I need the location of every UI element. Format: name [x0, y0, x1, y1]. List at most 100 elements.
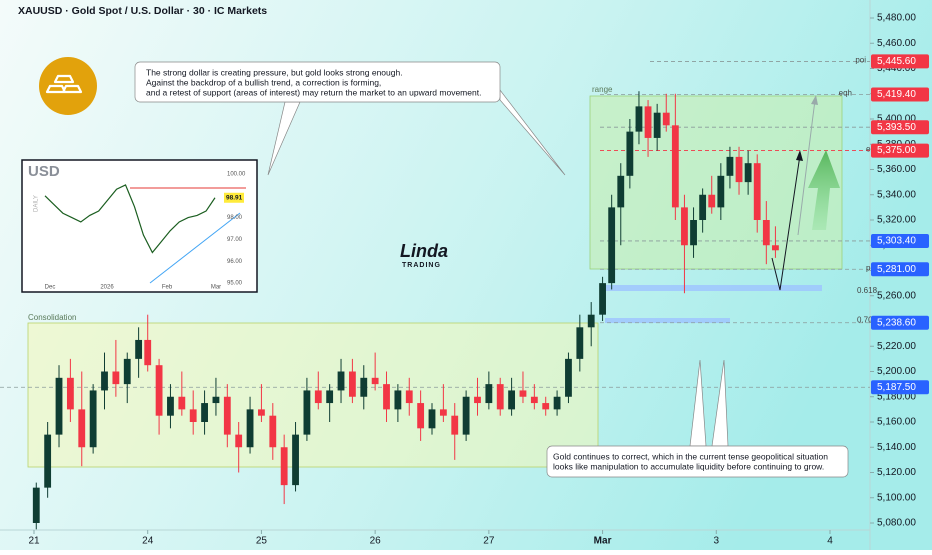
inset-last-box [224, 192, 244, 203]
candle-body [617, 175, 625, 208]
price-label: 5,238.60 [877, 317, 916, 328]
y-tick-label: 5,220.00 [877, 341, 916, 352]
zone-label: range [592, 85, 613, 94]
candle-body [360, 377, 368, 397]
poi-zone [605, 285, 822, 291]
y-tick-label: 5,400.00 [877, 114, 916, 125]
x-tick-label: 4 [827, 536, 833, 547]
bullish-arrow [808, 150, 840, 230]
price-label: 5,393.50 [877, 122, 916, 133]
candle-body [189, 409, 197, 422]
zone-label: Consolidation [28, 313, 76, 322]
gold-bars [45, 74, 83, 94]
candle-body [772, 245, 779, 251]
price-label-box [871, 380, 929, 395]
candle-body [744, 163, 752, 183]
y-tick-label: 5,340.00 [877, 189, 916, 200]
candle-body [671, 125, 679, 208]
candle-body [428, 409, 436, 429]
inset-y-label: 100.00 [227, 172, 246, 178]
candle-body [726, 156, 734, 176]
candle-body [662, 112, 670, 126]
candle-body [55, 377, 63, 435]
price-label-box [871, 233, 929, 248]
chart-title: XAUUSD · Gold Spot / U.S. Dollar · 30 · … [18, 5, 267, 17]
candle-body [135, 339, 143, 359]
price-label: 5,281.00 [877, 264, 916, 275]
price-label: 5,445.60 [877, 56, 916, 67]
price-label-box [871, 54, 929, 69]
inset-y-label: 98.00 [227, 215, 243, 221]
candle-body [32, 487, 40, 523]
candle-body [112, 371, 120, 385]
candle-body [496, 384, 504, 410]
y-tick-label: 5,440.00 [877, 63, 916, 74]
y-tick-label: 5,460.00 [877, 38, 916, 49]
logo: Linda [400, 241, 448, 261]
candle-body [178, 396, 186, 410]
price-label: 5,303.40 [877, 236, 916, 247]
arrow-head [811, 95, 818, 105]
level-annotation: 0.705 [857, 316, 878, 325]
candle-body [348, 371, 356, 397]
candle-body [530, 396, 538, 404]
candle-body [553, 396, 561, 410]
projection-arrow [771, 154, 801, 291]
candle-body [212, 396, 220, 404]
price-label-box [871, 143, 929, 158]
y-tick-label: 5,120.00 [877, 467, 916, 478]
candle-body [735, 156, 743, 183]
inset-x-label: 2026 [100, 285, 114, 291]
candle-body [371, 377, 379, 385]
candle-body [462, 396, 470, 435]
price-label-box [871, 262, 929, 277]
candle-body [223, 396, 231, 435]
callout-text: Against the backdrop of a bullish trend,… [146, 77, 381, 87]
candle-body [717, 175, 725, 208]
x-tick-label: 25 [256, 536, 268, 547]
x-tick-label: 24 [142, 536, 154, 547]
callout-box [546, 445, 849, 478]
y-tick-label: 5,100.00 [877, 492, 916, 503]
candle-body [78, 409, 86, 448]
y-tick-label: 5,360.00 [877, 164, 916, 175]
level-annotation: 0.618 [857, 286, 878, 295]
candle-body [599, 283, 606, 315]
candle-body [144, 339, 152, 366]
candle-body [608, 207, 616, 284]
range-zone [589, 95, 843, 270]
logo-sub: TRADING [402, 262, 441, 269]
candle-body [66, 377, 74, 410]
candle-body [337, 371, 345, 391]
x-tick-label: 27 [483, 536, 495, 547]
candle-body [269, 415, 277, 448]
candle-body [474, 396, 481, 404]
candle-body [565, 358, 572, 397]
y-tick-label: 5,180.00 [877, 391, 916, 402]
candle-body [417, 403, 425, 429]
callout-text: The strong dollar is creating pressure, … [146, 67, 403, 77]
arrow-head [796, 150, 803, 161]
inset-trendline [149, 212, 241, 284]
price-label-box [871, 87, 929, 102]
candle-body [280, 447, 288, 486]
y-tick-label: 5,480.00 [877, 13, 916, 24]
projection-arrow [797, 99, 816, 236]
inset-side-label: DAILY [34, 195, 40, 212]
price-label-box [871, 120, 929, 135]
candle-body [519, 390, 527, 397]
candle-body [246, 409, 254, 448]
inset-x-label: Mar [211, 285, 221, 291]
candle-body [155, 365, 163, 416]
candle-body [405, 390, 413, 404]
candle-body [753, 163, 761, 220]
y-tick-label: 5,160.00 [877, 417, 916, 428]
callout-text: and a retest of support (areas of intere… [146, 87, 481, 97]
y-tick-label: 5,140.00 [877, 442, 916, 453]
candle-body [699, 194, 707, 220]
callout-text: Gold continues to correct, which in the … [553, 451, 828, 461]
candle-body [653, 112, 661, 138]
callout-text: looks like manipulation to accumulate li… [553, 461, 824, 471]
price-label: 5,375.00 [877, 145, 916, 156]
